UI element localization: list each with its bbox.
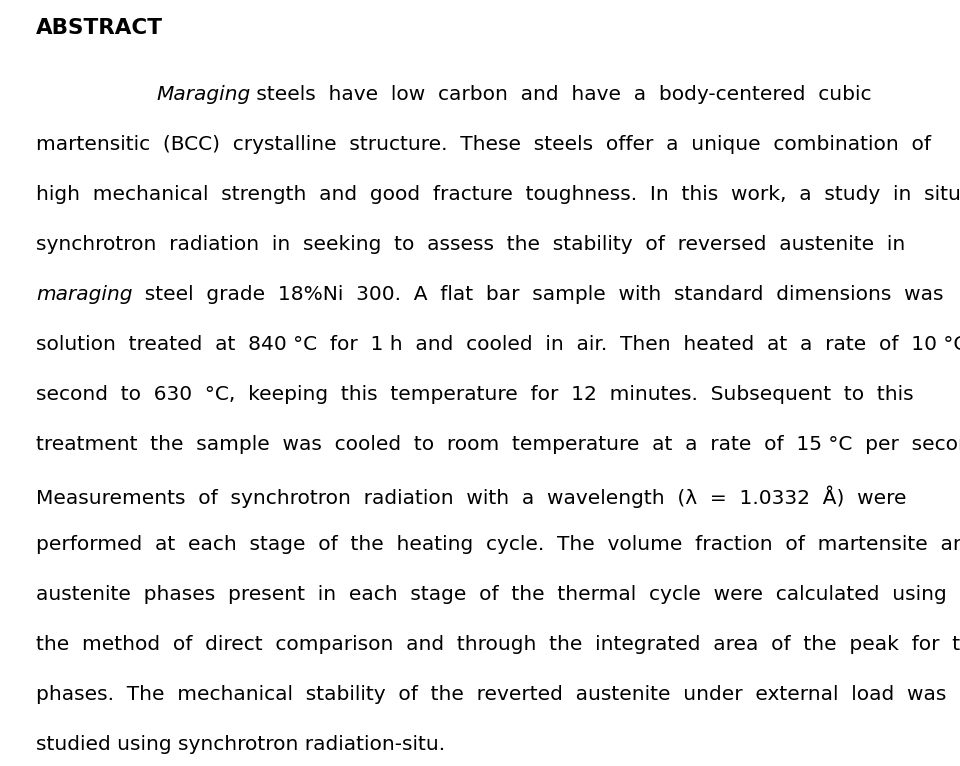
Text: high  mechanical  strength  and  good  fracture  toughness.  In  this  work,  a : high mechanical strength and good fractu… [36,185,960,204]
Text: treatment  the  sample  was  cooled  to  room  temperature  at  a  rate  of  15 : treatment the sample was cooled to room … [36,435,960,454]
Text: austenite  phases  present  in  each  stage  of  the  thermal  cycle  were  calc: austenite phases present in each stage o… [36,585,947,604]
Text: phases.  The  mechanical  stability  of  the  reverted  austenite  under  extern: phases. The mechanical stability of the … [36,685,947,704]
Text: second  to  630  °C,  keeping  this  temperature  for  12  minutes.  Subsequent : second to 630 °C, keeping this temperatu… [36,385,914,404]
Text: Measurements  of  synchrotron  radiation  with  a  wavelength  (λ  =  1.0332  Å): Measurements of synchrotron radiation wi… [36,485,906,508]
Text: studied using synchrotron radiation-situ.: studied using synchrotron radiation-situ… [36,735,445,754]
Text: the  method  of  direct  comparison  and  through  the  integrated  area  of  th: the method of direct comparison and thro… [36,635,960,654]
Text: martensitic  (BCC)  crystalline  structure.  These  steels  offer  a  unique  co: martensitic (BCC) crystalline structure.… [36,135,931,154]
Text: Maraging: Maraging [156,85,251,104]
Text: steel  grade  18%Ni  300.  A  flat  bar  sample  with  standard  dimensions  was: steel grade 18%Ni 300. A flat bar sample… [132,285,944,304]
Text: maraging: maraging [36,285,132,304]
Text: steels  have  low  carbon  and  have  a  body-centered  cubic: steels have low carbon and have a body-c… [251,85,872,104]
Text: ABSTRACT: ABSTRACT [36,18,163,38]
Text: performed  at  each  stage  of  the  heating  cycle.  The  volume  fraction  of : performed at each stage of the heating c… [36,535,960,554]
Text: synchrotron  radiation  in  seeking  to  assess  the  stability  of  reversed  a: synchrotron radiation in seeking to asse… [36,235,905,254]
Text: solution  treated  at  840 °C  for  1 h  and  cooled  in  air.  Then  heated  at: solution treated at 840 °C for 1 h and c… [36,335,960,354]
